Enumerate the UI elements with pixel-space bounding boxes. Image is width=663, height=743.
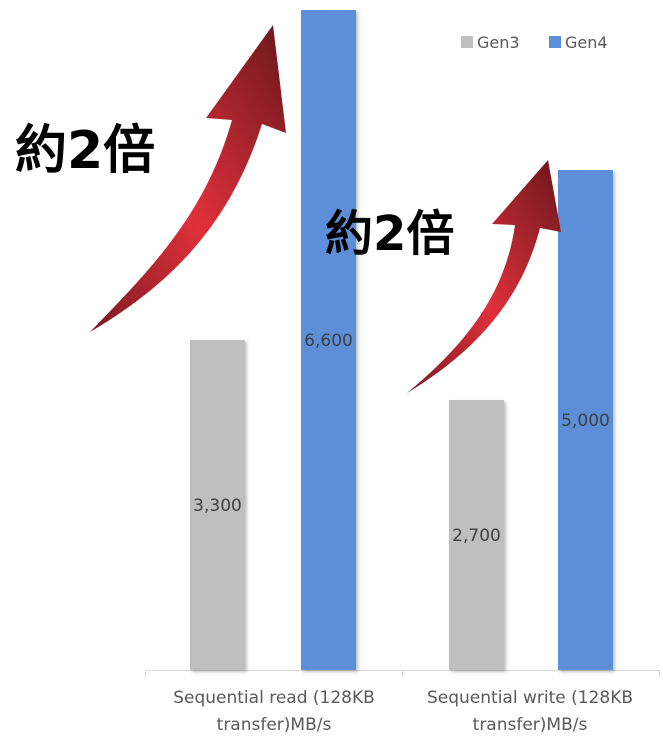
bars-group: [190, 10, 613, 670]
x-tick-label-write-line-2: transfer)MB/s: [473, 715, 588, 735]
legend-label-gen3: Gen3: [477, 33, 520, 52]
bar-gen4-write: [558, 170, 613, 670]
x-tick-label-read-line-2: transfer)MB/s: [217, 715, 332, 735]
data-label-gen4-read: 6,600: [304, 331, 353, 351]
callout-read: 約2倍: [15, 121, 155, 181]
legend-label-gen4: Gen4: [565, 33, 608, 52]
bar-gen3-write: [449, 400, 504, 670]
data-label-gen3-write: 2,700: [452, 526, 501, 546]
legend-swatch-gen3: [461, 36, 473, 48]
growth-arrow-write: [407, 160, 561, 393]
x-tick-label-write-line-1: Sequential write (128KB: [427, 688, 633, 708]
legend-swatch-gen4: [549, 36, 561, 48]
data-label-gen3-read: 3,300: [193, 496, 242, 516]
bar-gen4-read: [301, 10, 356, 670]
data-label-gen4-write: 5,000: [561, 411, 610, 431]
legend: Gen3 Gen4: [461, 33, 608, 52]
data-labels-group: 3,300 2,700 6,600 5,000: [193, 331, 610, 546]
x-tick-labels-group: Sequential read (128KB transfer)MB/s Seque…: [173, 688, 633, 735]
bar-gen3-read: [190, 340, 245, 670]
growth-arrow-read: [90, 25, 286, 332]
callout-write: 約2倍: [325, 206, 454, 262]
x-tick-label-read-line-1: Sequential read (128KB: [173, 688, 375, 708]
